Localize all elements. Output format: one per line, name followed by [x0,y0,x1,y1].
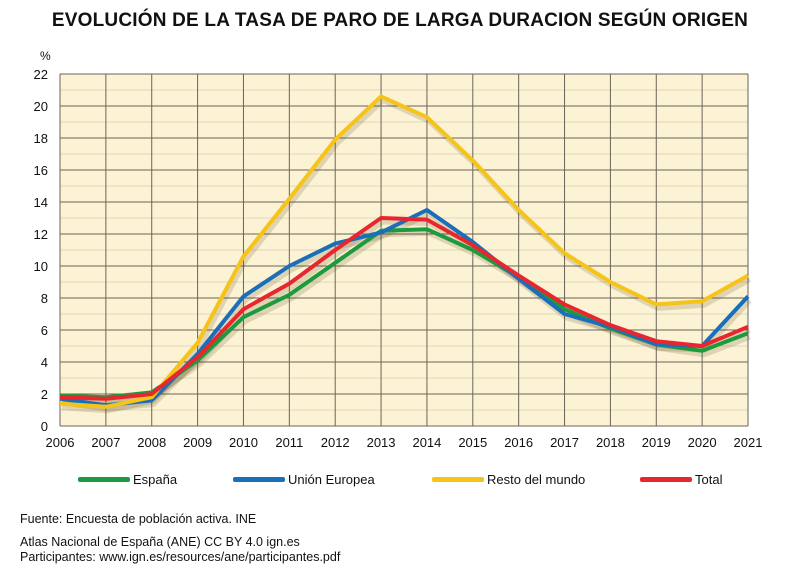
legend-label: Total [695,472,723,487]
y-tick-label: 20 [34,99,48,114]
series-shadow [61,230,751,404]
y-tick-label: 6 [41,323,48,338]
y-tick-label: 14 [34,195,48,210]
legend-swatch-espana [78,477,130,482]
x-tick-label: 2021 [734,435,763,450]
y-axis-label: % [40,49,51,63]
legend-swatch-total [640,477,692,482]
credit-note: Atlas Nacional de España (ANE) CC BY 4.0… [20,535,300,549]
x-tick-label: 2012 [321,435,350,450]
y-tick-label: 22 [34,67,48,82]
x-tick-label: 2011 [275,435,303,450]
x-tick-label: 2007 [91,435,120,450]
series-line-resto-del-mundo [59,94,749,409]
y-tick-label: 12 [34,227,48,242]
x-tick-label: 2014 [412,435,441,450]
x-tick-label: 2020 [688,435,717,450]
x-tick-label: 2018 [596,435,625,450]
source-note: Fuente: Encuesta de población activa. IN… [20,512,257,526]
series-line-total [59,216,749,401]
x-tick-label: 2017 [550,435,579,450]
legend-item-espana: España [78,472,177,487]
x-tick-label: 2010 [229,435,258,450]
x-tick-label: 2015 [458,435,487,450]
chart-title: EVOLUCIÓN DE LA TASA DE PARO DE LARGA DU… [51,10,749,31]
x-tick-label: 2009 [183,435,212,450]
y-tick-label: 2 [41,387,48,402]
x-tick-label: 2016 [504,435,533,450]
x-tick-label: 2019 [642,435,671,450]
legend-swatch-resto [432,477,484,482]
y-tick-label: 18 [34,131,48,146]
y-tick-label: 8 [41,291,48,306]
y-tick-label: 4 [41,355,48,370]
x-tick-label: 2013 [367,435,396,450]
y-tick-label: 10 [34,259,48,274]
legend-label: Unión Europea [288,472,375,487]
legend-item-union-europea: Unión Europea [233,472,375,487]
x-tick-label: 2006 [46,435,75,450]
participants-note: Participantes: www.ign.es/resources/ane/… [20,550,341,564]
y-tick-label: 0 [41,419,48,434]
series-shadow [61,211,752,412]
legend-swatch-union-europea [233,477,285,482]
line-chart: 0 2 4 6 8 10 12 14 16 18 20 22 2006 2007 2008 2009 2010 2… [34,49,763,450]
legend-item-resto: Resto del mundo [432,472,585,487]
legend-item-total: Total [640,472,722,487]
legend-label: España [133,472,178,487]
y-tick-label: 16 [34,163,48,178]
legend-label: Resto del mundo [487,472,586,487]
x-tick-label: 2008 [137,435,166,450]
